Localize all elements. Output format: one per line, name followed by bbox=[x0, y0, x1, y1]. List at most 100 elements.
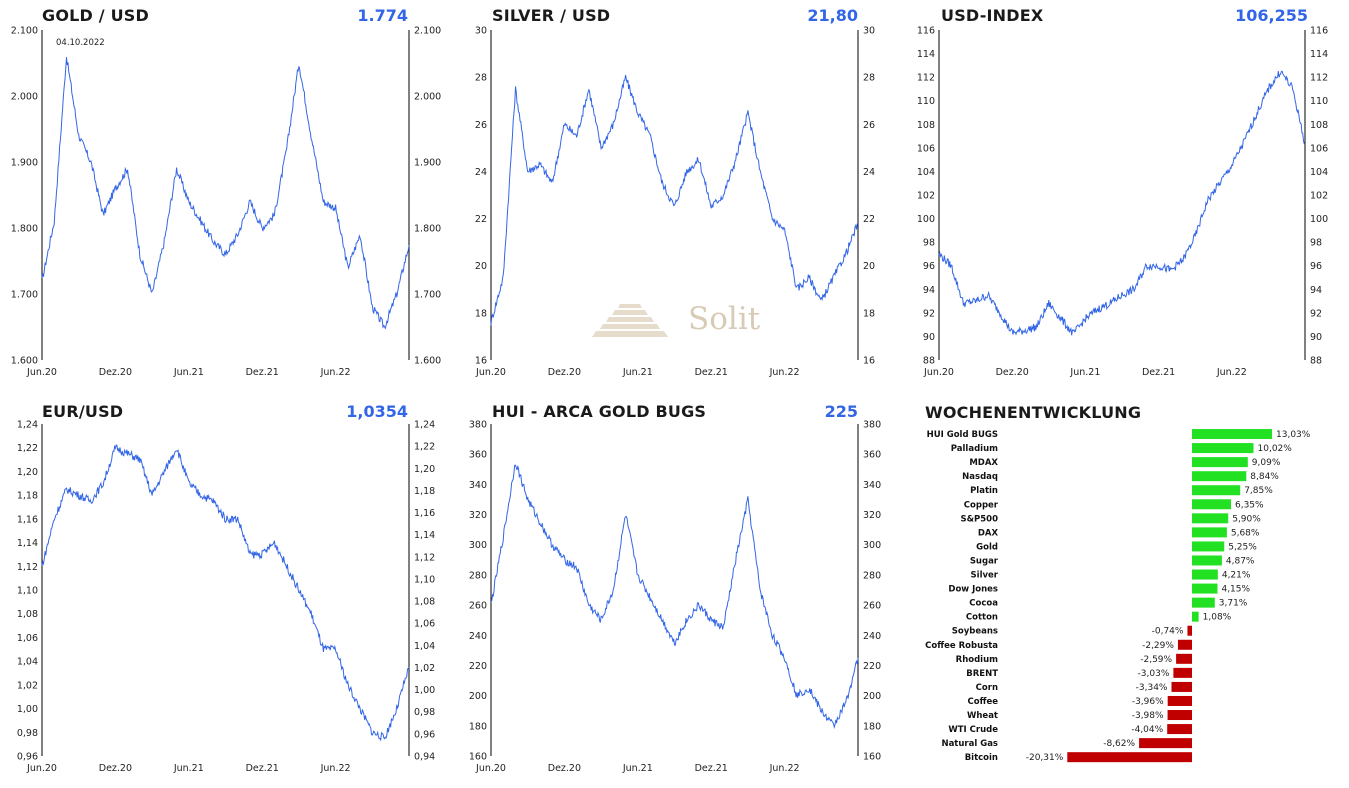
hui-y-tick-label: 300 bbox=[469, 540, 487, 551]
eur-usd-y-tick-label-right: 1,08 bbox=[414, 597, 435, 608]
bar-value-label: -2,29% bbox=[1142, 641, 1174, 651]
hui-y-tick-label: 180 bbox=[469, 721, 487, 732]
bar-hui-gold-bugs bbox=[1192, 429, 1272, 440]
bar-value-label: -2,59% bbox=[1140, 655, 1172, 665]
pyramid-icon bbox=[592, 304, 668, 337]
usd-index-current-value: 106,255 bbox=[1235, 6, 1308, 25]
bar-category-label: Cocoa bbox=[969, 599, 998, 609]
bar-category-label: HUI Gold BUGS bbox=[927, 430, 998, 440]
usd-index-y-tick-label-right: 94 bbox=[1310, 285, 1322, 296]
usd-index-y-tick-label-right: 98 bbox=[1310, 238, 1322, 249]
hui-y-tick-label-right: 200 bbox=[863, 691, 881, 702]
eur-usd-y-tick-label-right: 1,18 bbox=[414, 486, 435, 497]
hui-y-tick-label: 380 bbox=[469, 420, 487, 431]
bar-value-label: 5,90% bbox=[1232, 514, 1261, 524]
hui-y-tick-label-right: 260 bbox=[863, 601, 881, 612]
bar-category-label: Platin bbox=[970, 486, 998, 496]
hui-y-tick-label-right: 280 bbox=[863, 570, 881, 581]
hui-y-tick-label-right: 360 bbox=[863, 450, 881, 461]
bar-category-label: Nasdaq bbox=[962, 472, 998, 482]
usd-index-title: USD-INDEX bbox=[941, 6, 1044, 25]
bar-platin bbox=[1192, 485, 1241, 496]
usd-index-y-tick-label-right: 90 bbox=[1310, 332, 1322, 343]
gold-y-tick-label-right: 1.800 bbox=[414, 224, 441, 235]
usd-index-y-tick-label: 100 bbox=[917, 214, 935, 225]
hui-y-tick-label-right: 300 bbox=[863, 540, 881, 551]
bar-category-label: Coffee bbox=[968, 697, 999, 707]
bar-sugar bbox=[1192, 555, 1222, 566]
gold-y-tick-label-right: 2.100 bbox=[414, 26, 441, 37]
bar-natural-gas bbox=[1139, 738, 1192, 749]
eur-usd-y-tick-label: 1,16 bbox=[17, 514, 38, 525]
wochenentwicklung-title: WOCHENENTWICKLUNG bbox=[925, 403, 1142, 422]
eur-usd-title: EUR/USD bbox=[42, 402, 124, 421]
bar-value-label: 4,87% bbox=[1226, 556, 1255, 566]
eur-usd-y-tick-label: 1,10 bbox=[17, 586, 38, 597]
usd-index-y-tick-label-right: 96 bbox=[1310, 261, 1322, 272]
silver-y-tick-label: 18 bbox=[475, 308, 487, 319]
bar-nasdaq bbox=[1192, 471, 1247, 482]
usd-index-y-tick-label: 104 bbox=[917, 167, 935, 178]
hui-y-tick-label: 320 bbox=[469, 510, 487, 521]
watermark-text: Solit bbox=[688, 301, 761, 337]
hui-x-tick-label: Dez.21 bbox=[695, 763, 728, 774]
eur-usd-y-tick-label-right: 1,14 bbox=[414, 530, 435, 541]
silver-x-tick-label: Jun.21 bbox=[622, 367, 653, 378]
silver-y-tick-label-right: 30 bbox=[863, 26, 875, 37]
bar-cocoa bbox=[1192, 597, 1215, 608]
gold-y-tick-label: 1.700 bbox=[11, 290, 38, 301]
silver-chart: 16 18 20 22 24 26 28 30 16 18 20 22 24 26 28 30 Jun.20 De… bbox=[475, 26, 875, 379]
bar-coffee-robusta bbox=[1177, 639, 1192, 650]
usd-index-y-tick-label: 92 bbox=[923, 308, 935, 319]
bar-value-label: -20,31% bbox=[1026, 753, 1064, 763]
usd-index-y-tick-label-right: 116 bbox=[1310, 26, 1328, 37]
usd-index-y-tick-label-right: 114 bbox=[1310, 49, 1328, 60]
gold-annotation: 04.10.2022 bbox=[56, 38, 105, 48]
bar-cotton bbox=[1192, 611, 1199, 622]
bar-value-label: 7,85% bbox=[1244, 486, 1273, 496]
usd-index-y-tick-label: 114 bbox=[917, 49, 935, 60]
bar-wheat bbox=[1167, 710, 1192, 721]
silver-current-value: 21,80 bbox=[807, 6, 858, 25]
bar-value-label: 9,09% bbox=[1252, 458, 1281, 468]
bar-category-label: Corn bbox=[976, 683, 998, 693]
gold-y-tick-label: 2.000 bbox=[11, 92, 38, 103]
hui-y-tick-label-right: 320 bbox=[863, 510, 881, 521]
usd-index-y-tick-label-right: 108 bbox=[1310, 120, 1328, 131]
eur-usd-x-tick-label: Dez.20 bbox=[99, 763, 132, 774]
eur-usd-y-tick-label-right: 0,98 bbox=[414, 707, 435, 718]
eur-usd-chart: 0,96 0,98 1,00 1,02 1,04 1,06 1,08 1,10 1,12 1,14… bbox=[17, 420, 435, 775]
bar-value-label: -0,74% bbox=[1152, 627, 1184, 637]
usd-index-x-tick-label: Jun.21 bbox=[1069, 367, 1100, 378]
eur-usd-y-tick-label: 1,14 bbox=[17, 538, 38, 549]
bar-value-label: 4,15% bbox=[1221, 585, 1250, 595]
gold-chart: 1.600 1.700 1.800 1.900 2.000 2.100 1.600 1.700… bbox=[11, 26, 441, 379]
bar-bitcoin bbox=[1067, 752, 1192, 763]
usd-index-y-tick-label: 98 bbox=[923, 238, 935, 249]
hui-y-tick-label-right: 160 bbox=[863, 752, 881, 763]
usd-index-y-tick-label: 106 bbox=[917, 143, 935, 154]
eur-usd-x-tick-label: Jun.21 bbox=[173, 763, 204, 774]
silver-y-tick-label-right: 24 bbox=[863, 167, 875, 178]
bar-category-label: Bitcoin bbox=[965, 753, 998, 763]
bar-value-label: 6,35% bbox=[1235, 500, 1264, 510]
bar-category-label: Dow Jones bbox=[948, 585, 998, 595]
eur-usd-y-tick-label-right: 1,22 bbox=[414, 442, 435, 453]
eur-usd-y-tick-label: 1,04 bbox=[17, 657, 38, 668]
usd-index-y-tick-label: 96 bbox=[923, 261, 935, 272]
bar-value-label: 4,21% bbox=[1222, 571, 1251, 581]
hui-y-tick-label: 280 bbox=[469, 570, 487, 581]
usd-index-y-tick-label-right: 106 bbox=[1310, 143, 1328, 154]
eur-usd-y-tick-label-right: 1,02 bbox=[414, 663, 435, 674]
bar-soybeans bbox=[1187, 625, 1192, 636]
gold-x-tick-label: Jun.22 bbox=[320, 367, 351, 378]
usd-index-x-tick-label: Dez.21 bbox=[1142, 367, 1175, 378]
bar-value-label: -8,62% bbox=[1103, 739, 1135, 749]
hui-x-tick-label: Jun.22 bbox=[769, 763, 800, 774]
bar-s-p500 bbox=[1192, 513, 1229, 524]
eur-usd-y-tick-label-right: 1,04 bbox=[414, 641, 435, 652]
silver-y-tick-label-right: 22 bbox=[863, 214, 875, 225]
hui-x-tick-label: Jun.21 bbox=[622, 763, 653, 774]
hui-series-line bbox=[490, 464, 859, 730]
hui-y-tick-label: 360 bbox=[469, 450, 487, 461]
